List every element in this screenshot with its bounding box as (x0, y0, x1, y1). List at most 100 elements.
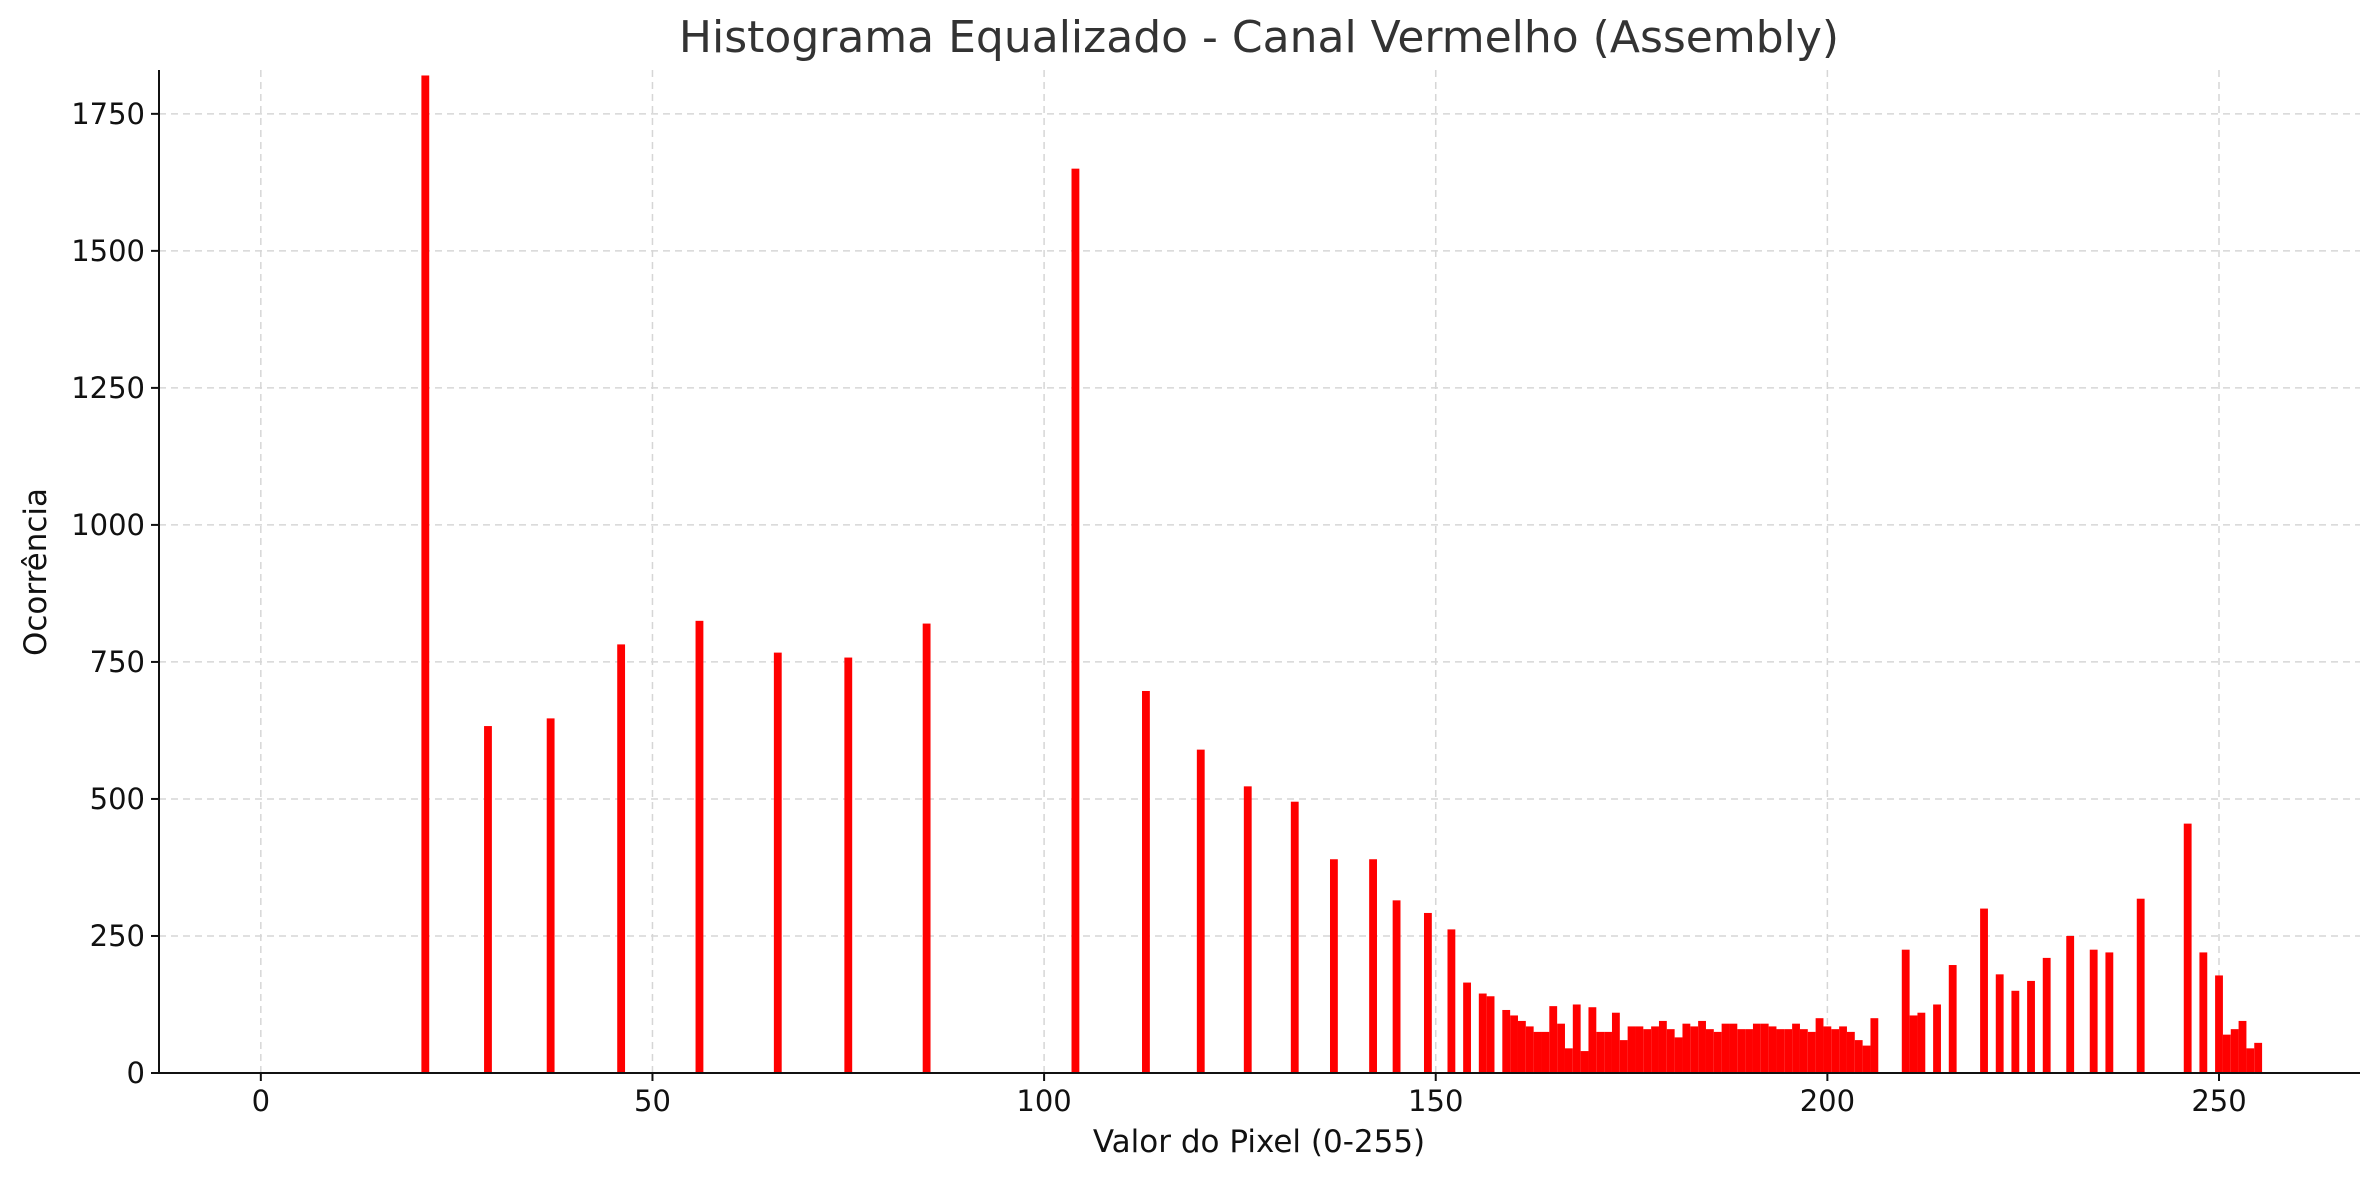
y-tick-label: 0 (127, 1056, 145, 1090)
histogram-bar (1690, 1026, 1699, 1073)
histogram-bar (2042, 957, 2051, 1073)
histogram-bar (2105, 952, 2114, 1073)
histogram-bar (546, 718, 555, 1073)
histogram-bar (1909, 1015, 1918, 1073)
histogram-bar (1643, 1029, 1652, 1073)
histogram-bar (1596, 1031, 1605, 1073)
histogram-bar (1604, 1031, 1612, 1073)
y-tick-label: 1500 (71, 234, 145, 268)
histogram-bar (1862, 1045, 1871, 1073)
histogram-bar (844, 657, 853, 1073)
histogram-bar (1823, 1026, 1832, 1073)
histogram-bar (1721, 1023, 1730, 1073)
histogram-bar (1502, 1009, 1511, 1073)
histogram-bar (1572, 1004, 1581, 1073)
y-axis-label: Ocorrência (18, 488, 54, 656)
y-tick-label: 1250 (71, 371, 145, 405)
histogram-bar (1423, 912, 1432, 1073)
histogram-bar (1392, 900, 1401, 1073)
histogram-bar (1870, 1018, 1879, 1073)
histogram-bar (1071, 168, 1080, 1073)
x-tick-label: 0 (252, 1084, 270, 1118)
histogram-bar (2246, 1048, 2255, 1073)
y-tick-label: 1000 (71, 508, 145, 542)
histogram-bar (1627, 1026, 1636, 1073)
histogram-bar (1478, 993, 1487, 1073)
histogram-bar (1674, 1037, 1683, 1073)
histogram-bar (1666, 1029, 1675, 1073)
x-tick-label: 100 (1016, 1084, 1071, 1118)
histogram-bar (1917, 1012, 1926, 1073)
histogram-bar (1705, 1029, 1714, 1073)
histogram-bar (1243, 786, 1252, 1073)
histogram-bar (1933, 1004, 1941, 1073)
histogram-bar (1517, 1020, 1526, 1073)
histogram-bar (1784, 1029, 1793, 1073)
x-tick-label: 150 (1408, 1084, 1463, 1118)
y-tick-label: 1750 (71, 97, 145, 131)
histogram-bar (1549, 1006, 1558, 1073)
histogram-bar (2215, 975, 2223, 1073)
histogram-bar (2136, 898, 2145, 1073)
histogram-bar (1792, 1023, 1800, 1073)
histogram-bar (1635, 1026, 1644, 1073)
x-axis-label: Valor do Pixel (0-255) (1093, 1124, 1425, 1160)
histogram-bar (1611, 1012, 1620, 1073)
histogram-bar (2089, 949, 2098, 1073)
histogram-bar (1854, 1040, 1863, 1073)
histogram-bar (1290, 801, 1299, 1073)
histogram-bar (1831, 1029, 1840, 1073)
histogram-bar (1745, 1029, 1753, 1073)
histogram-bar (617, 644, 626, 1073)
histogram-bar (1463, 982, 1471, 1073)
histogram-bar (1196, 749, 1205, 1073)
histogram-bar (1619, 1040, 1628, 1073)
histogram-bar (1329, 859, 1338, 1073)
y-tick-label: 750 (90, 645, 145, 679)
histogram-bar (773, 652, 782, 1073)
histogram-bar (1901, 949, 1910, 1073)
histogram-bar (1588, 1007, 1597, 1073)
histogram-bar (1768, 1026, 1777, 1073)
histogram-bar (2027, 980, 2035, 1073)
histogram-bar (2011, 990, 2020, 1073)
histogram-bar (1807, 1031, 1816, 1073)
histogram-bar (922, 623, 931, 1073)
histogram-bar (1486, 996, 1495, 1073)
histogram-bar (2066, 935, 2075, 1073)
histogram-bar (1995, 974, 2004, 1073)
bars (421, 75, 2263, 1073)
histogram-bar (1799, 1029, 1808, 1073)
histogram-bar (1557, 1023, 1565, 1073)
histogram-bar (1839, 1026, 1847, 1073)
y-tick-label: 250 (90, 919, 145, 953)
x-tick-label: 250 (2191, 1084, 2246, 1118)
histogram-bar (1142, 690, 1150, 1073)
histogram-bar (1658, 1020, 1667, 1073)
histogram-bar (1980, 908, 1988, 1073)
y-tick-label: 500 (90, 782, 145, 816)
histogram-bar (1510, 1015, 1518, 1073)
histogram-bar (1533, 1031, 1542, 1073)
histogram-bar (1846, 1031, 1855, 1073)
histogram-bar (1369, 859, 1377, 1073)
x-tick-label: 200 (1800, 1084, 1855, 1118)
histogram-bar (1752, 1023, 1761, 1073)
histogram-bar (1698, 1020, 1706, 1073)
histogram-bar (2183, 823, 2192, 1073)
histogram-bar (421, 75, 430, 1073)
axis-ticks: 0 50 100 150 200 250 0 250 500 750 1000 1250 1500 175… (71, 97, 2247, 1118)
histogram-bar (1541, 1031, 1550, 1073)
histogram-bar (1713, 1031, 1722, 1073)
histogram-bar (1760, 1023, 1769, 1073)
histogram-bar (484, 726, 492, 1073)
histogram-bar (1580, 1051, 1589, 1073)
histogram-bar (1564, 1048, 1573, 1073)
histogram-bar (1651, 1026, 1659, 1073)
histogram-bar (2254, 1042, 2263, 1073)
histogram-bar (2199, 952, 2208, 1073)
histogram-bar (1447, 929, 1456, 1073)
histogram-bar (1682, 1023, 1691, 1073)
histogram-bar (1729, 1023, 1738, 1073)
